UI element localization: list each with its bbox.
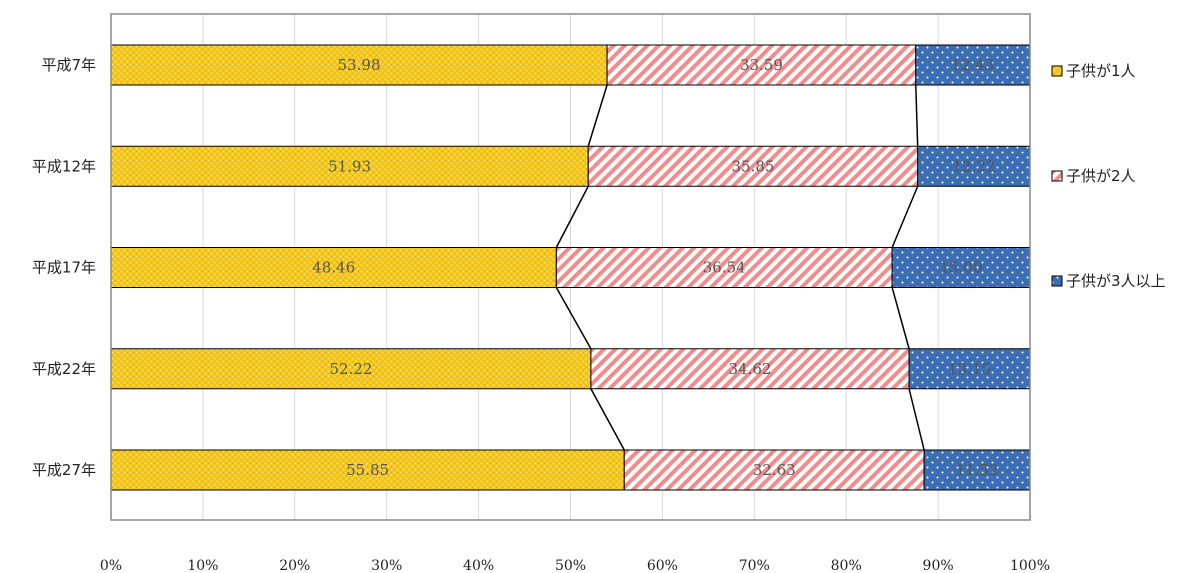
data-label: 34.62 [729,360,772,378]
bar-segment [917,145,1031,187]
bar-segment [923,449,1031,491]
legend-swatch [1051,65,1063,77]
x-tick-label: 100% [1010,558,1050,573]
data-label: 33.59 [740,56,783,74]
x-tick-label: 20% [279,558,310,573]
category-label: 平成12年 [32,157,96,175]
x-tick-label: 50% [555,558,586,573]
data-label: 12.22 [952,157,995,175]
x-tick-label: 10% [187,558,218,573]
series-line [555,287,592,350]
category-label: 平成27年 [32,461,96,479]
series-line [587,84,608,147]
data-label: 52.22 [329,360,372,378]
data-label: 35.85 [731,157,774,175]
data-label: 53.98 [338,56,381,74]
data-labels: 53.98 33.59 12.43 51.93 35.85 12.22 48.46 36.54… [312,56,998,479]
data-label: 11.52 [956,461,999,479]
data-label: 55.85 [346,461,389,479]
legend-label: 子供が1人 [1066,62,1136,80]
plot-border [110,13,1031,521]
data-label: 32.63 [753,461,796,479]
legend-swatch [1051,170,1063,182]
x-tick-label: 70% [739,558,770,573]
bars [110,44,1031,491]
data-label: 12.43 [951,56,994,74]
legend-label: 子供が3人以上 [1066,272,1166,290]
data-label: 36.54 [703,259,746,277]
bar-segment [110,247,557,288]
series-line [555,185,589,248]
data-label: 51.93 [328,157,371,175]
data-label: 13.15 [948,360,991,378]
data-label: 48.46 [312,259,355,277]
legend-swatch [1051,275,1063,287]
bar-segment [110,348,592,390]
series-line [915,84,919,147]
axes: 0% 10% 20% 30% 40% 50% 60% 70% 80% 90% 100% 平成7年平成1… [32,13,1050,573]
series-line [891,185,919,248]
data-label: 15.00 [940,259,983,277]
series-line [891,287,910,349]
series-line [590,388,625,451]
bar-segment [891,247,1031,288]
x-tick-label: 90% [923,558,954,573]
x-tick-label: 0% [100,558,122,573]
x-tick-label: 60% [647,558,678,573]
x-tick-label: 30% [371,558,402,573]
series-line [908,388,925,451]
legend-label: 子供が2人 [1066,167,1136,185]
x-tick-label: 40% [463,558,494,573]
category-label: 平成17年 [32,259,96,277]
category-label: 平成7年 [41,56,96,74]
series-lines [555,84,925,451]
bar-segment [606,44,917,86]
bar-segment [555,247,893,288]
bar-segment [915,44,1031,86]
category-label: 平成22年 [32,360,96,378]
x-tick-label: 80% [831,558,862,573]
bar-segment [590,348,910,390]
